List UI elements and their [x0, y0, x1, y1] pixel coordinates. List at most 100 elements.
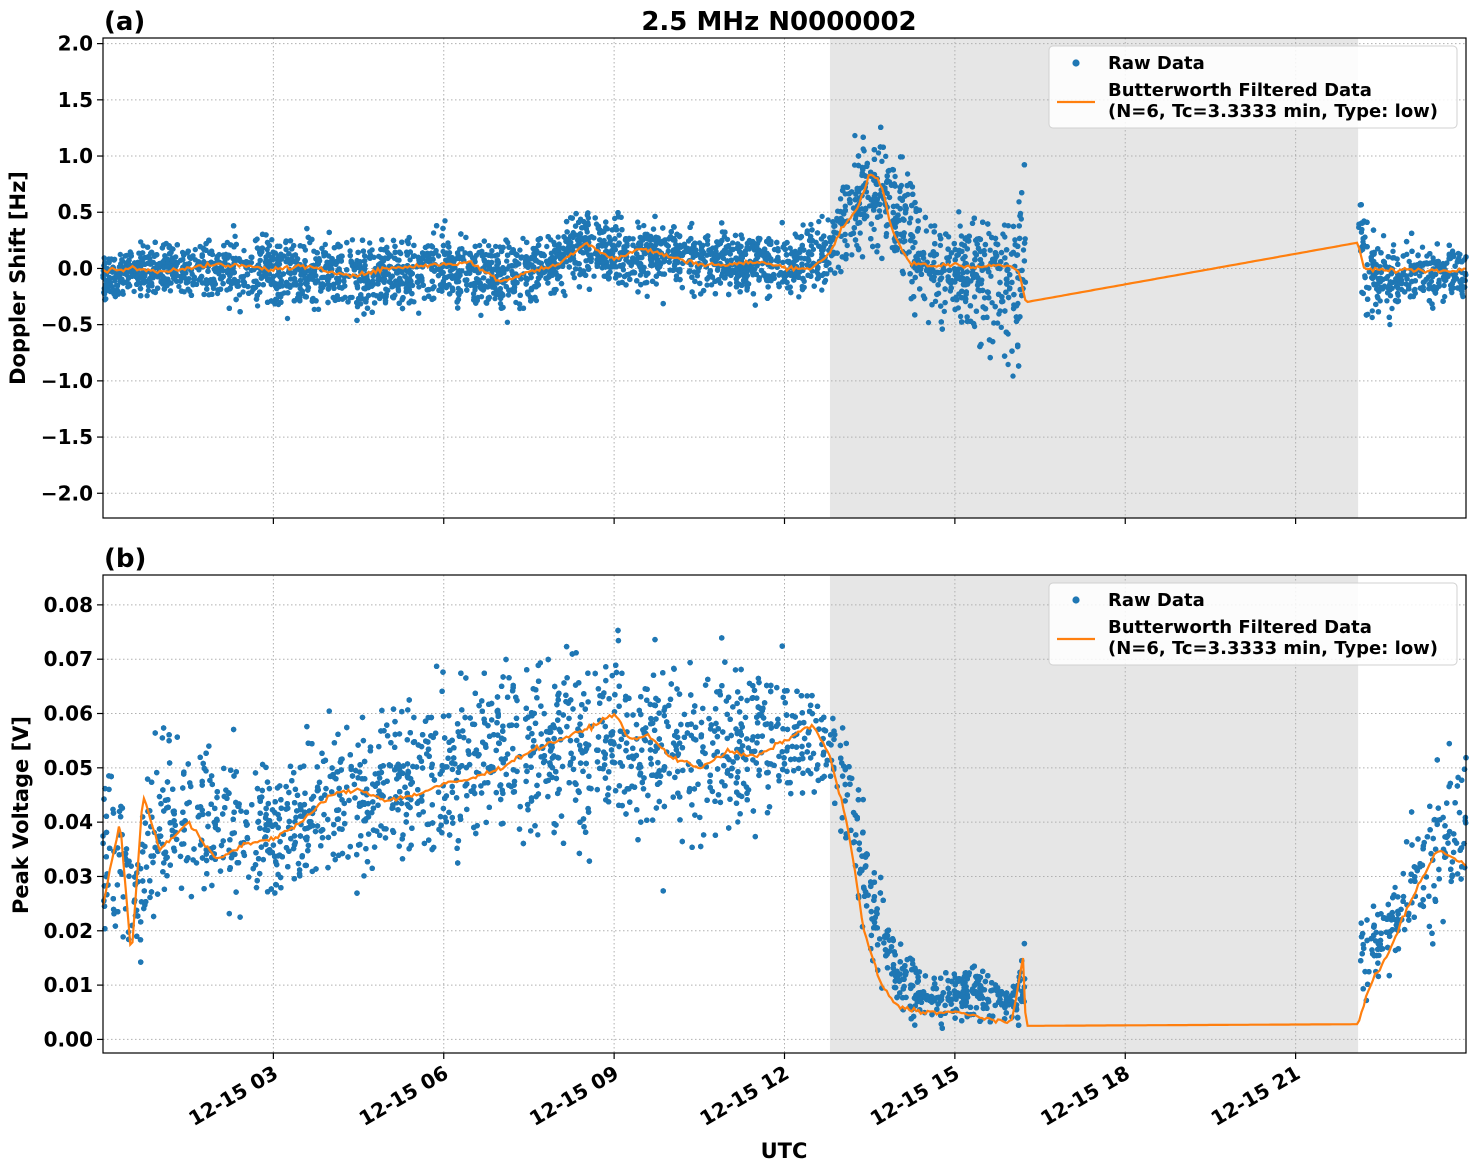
- raw-data-point: [1419, 244, 1426, 250]
- raw-data-point: [269, 237, 275, 243]
- raw-data-point: [1001, 222, 1008, 228]
- raw-data-point: [721, 234, 728, 240]
- raw-data-point: [996, 311, 1002, 317]
- raw-data-point: [720, 255, 726, 261]
- raw-data-point: [981, 251, 988, 258]
- raw-data-point: [1428, 278, 1435, 285]
- raw-data-point: [584, 229, 590, 235]
- raw-data-point: [367, 240, 373, 246]
- raw-data-point: [1369, 308, 1376, 314]
- raw-data-point: [694, 273, 701, 279]
- chart-title: 2.5 MHz N0000002: [641, 7, 916, 37]
- raw-data-point: [987, 247, 993, 253]
- raw-data-point: [985, 269, 992, 275]
- panel-a-doppler: 2.01.51.00.50.0−0.5−1.0−1.5−2.0 (a) Dopp…: [6, 7, 1469, 524]
- raw-data-point: [892, 173, 898, 180]
- raw-data-point: [1430, 255, 1436, 261]
- raw-data-point: [1364, 262, 1371, 268]
- raw-data-point: [131, 288, 137, 295]
- raw-data-point: [248, 259, 255, 266]
- raw-data-point: [463, 234, 469, 241]
- raw-data-point: [914, 228, 921, 234]
- raw-data-point: [941, 308, 947, 315]
- raw-data-point: [822, 277, 829, 284]
- raw-data-point: [1390, 242, 1397, 248]
- raw-data-point: [493, 243, 499, 250]
- raw-data-point: [486, 243, 492, 249]
- raw-data-point: [122, 253, 128, 259]
- raw-data-point: [883, 233, 889, 239]
- raw-data-point: [787, 245, 793, 251]
- raw-data-point: [857, 230, 863, 236]
- raw-data-point: [591, 273, 597, 279]
- raw-data-point: [1016, 199, 1022, 205]
- raw-data-point: [442, 218, 448, 224]
- raw-data-point: [185, 286, 191, 292]
- raw-data-point: [214, 290, 221, 297]
- raw-data-point: [883, 153, 889, 159]
- raw-data-point: [842, 203, 848, 209]
- raw-data-point: [868, 221, 875, 227]
- raw-data-point: [283, 238, 289, 244]
- raw-data-point: [1395, 292, 1401, 299]
- raw-data-point: [315, 306, 322, 312]
- raw-data-point: [957, 313, 964, 320]
- raw-data-point: [704, 282, 710, 288]
- raw-data-point: [842, 238, 848, 244]
- raw-data-point: [505, 292, 512, 298]
- raw-data-point: [571, 275, 577, 281]
- raw-data-point: [932, 223, 938, 229]
- raw-data-point: [1457, 251, 1463, 258]
- raw-data-point: [819, 213, 825, 220]
- raw-data-point: [260, 282, 266, 288]
- raw-data-point: [497, 300, 504, 307]
- raw-data-point: [1010, 373, 1016, 379]
- raw-data-point: [973, 308, 980, 314]
- raw-data-point: [325, 281, 331, 288]
- raw-data-point: [140, 243, 146, 249]
- raw-data-point: [859, 254, 866, 260]
- raw-data-point: [957, 223, 963, 229]
- raw-data-point: [875, 150, 882, 156]
- raw-data-point: [389, 273, 396, 279]
- raw-data-point: [347, 248, 353, 254]
- raw-data-point: [284, 315, 291, 322]
- raw-data-point: [145, 287, 152, 294]
- raw-data-point: [138, 239, 144, 245]
- raw-data-point: [517, 247, 523, 253]
- raw-data-point: [958, 233, 965, 239]
- raw-data-point: [689, 289, 695, 295]
- raw-data-point: [932, 298, 939, 304]
- raw-data-point: [144, 293, 150, 299]
- raw-data-point: [224, 268, 230, 274]
- raw-data-point: [673, 241, 679, 248]
- raw-data-point: [906, 220, 913, 226]
- raw-data-point: [383, 286, 389, 292]
- raw-data-point: [311, 306, 317, 313]
- raw-data-point: [1387, 321, 1393, 328]
- raw-data-point: [825, 217, 831, 223]
- raw-data-point: [545, 280, 551, 286]
- raw-data-point: [1459, 291, 1465, 297]
- raw-data-point: [929, 302, 935, 308]
- raw-data-point: [876, 208, 883, 214]
- raw-data-point: [874, 249, 880, 255]
- raw-data-point: [988, 273, 994, 279]
- raw-data-point: [376, 253, 382, 260]
- raw-data-point: [636, 224, 642, 230]
- raw-data-point: [1375, 295, 1381, 301]
- raw-data-point: [1450, 251, 1457, 258]
- raw-data-point: [852, 132, 858, 139]
- raw-data-point: [232, 233, 238, 239]
- raw-data-point: [176, 283, 182, 290]
- raw-data-point: [489, 248, 495, 254]
- raw-data-point: [1380, 233, 1387, 239]
- raw-data-point: [445, 240, 451, 246]
- raw-data-point: [871, 226, 877, 233]
- raw-data-point: [117, 251, 124, 258]
- raw-data-point: [1002, 234, 1008, 240]
- raw-data-point: [708, 282, 715, 288]
- raw-data-point: [816, 218, 822, 225]
- raw-data-point: [989, 300, 995, 306]
